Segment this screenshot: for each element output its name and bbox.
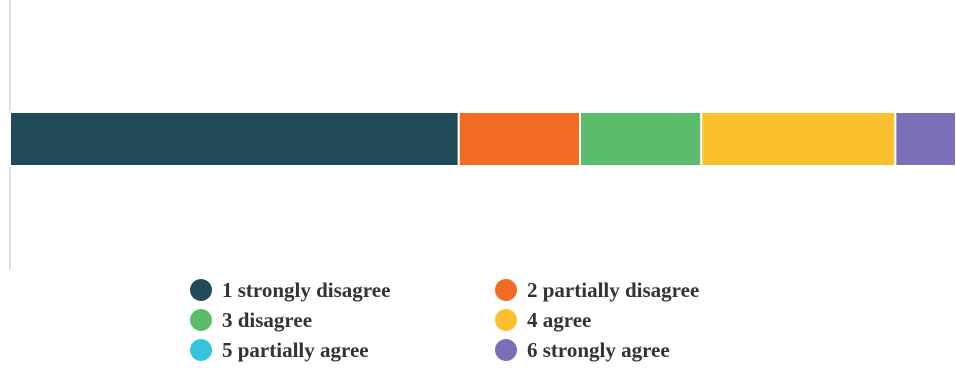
legend-label-4: 4 agree xyxy=(527,307,592,332)
legend-label-1: 1 strongly disagree xyxy=(222,277,391,302)
bar-segment-4[interactable] xyxy=(700,111,897,167)
bar-segment-3[interactable] xyxy=(579,111,703,167)
bar-segment-1[interactable] xyxy=(9,111,460,167)
legend-item-4[interactable]: 4 agree xyxy=(495,306,750,334)
legend-label-6: 6 strongly agree xyxy=(527,337,670,362)
legend-swatch-4 xyxy=(495,309,517,331)
legend-item-6[interactable]: 6 strongly agree xyxy=(495,336,750,364)
legend-swatch-5 xyxy=(190,339,212,361)
legend-label-2: 2 partially disagree xyxy=(527,277,700,302)
legend-item-3[interactable]: 3 disagree xyxy=(190,306,495,334)
legend-label-3: 3 disagree xyxy=(222,307,313,332)
stacked-bar-group xyxy=(9,111,956,167)
legend-swatch-3 xyxy=(190,309,212,331)
legend-item-5[interactable]: 5 partially agree xyxy=(190,336,495,364)
bar-segment-6[interactable] xyxy=(894,111,956,167)
legend-label-5: 5 partially agree xyxy=(222,337,369,362)
legend-item-1[interactable]: 1 strongly disagree xyxy=(190,276,495,304)
legend-swatch-6 xyxy=(495,339,517,361)
legend: 1 strongly disagree 2 partially disagree… xyxy=(190,276,750,364)
legend-item-2[interactable]: 2 partially disagree xyxy=(495,276,750,304)
legend-swatch-1 xyxy=(190,279,212,301)
legend-swatch-2 xyxy=(495,279,517,301)
bar-segment-2[interactable] xyxy=(457,111,582,167)
chart-plot xyxy=(9,0,956,270)
